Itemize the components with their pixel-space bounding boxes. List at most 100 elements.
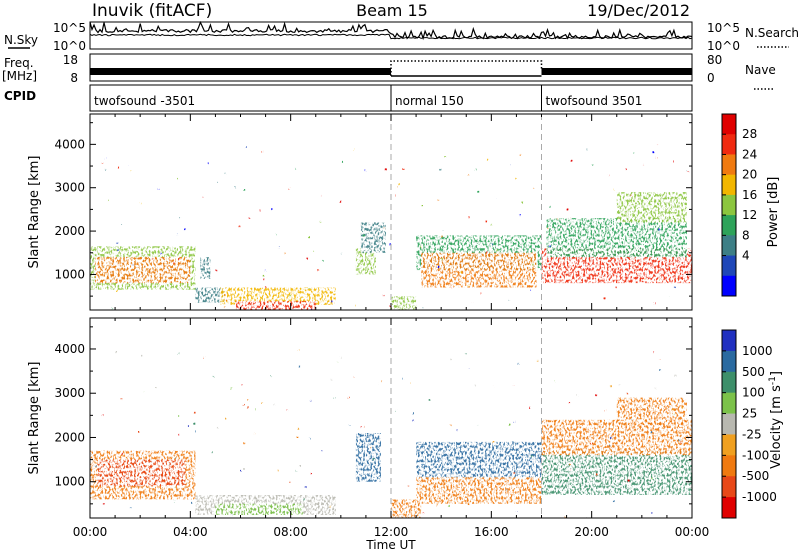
scatter-point <box>309 399 312 402</box>
heatmap-cell <box>200 257 211 279</box>
scatter-point <box>224 172 227 175</box>
y-tick-label: 4000 <box>54 137 85 151</box>
colorbar-tick-label: 8 <box>742 228 750 242</box>
cpid-segment-label: twofsound -3501 <box>94 94 195 108</box>
scatter-point <box>474 168 477 171</box>
scatter-point <box>331 300 334 303</box>
scatter-point <box>602 440 605 443</box>
scatter-point <box>177 352 180 355</box>
nsearch-tick-bottom: 10^0 <box>707 39 740 53</box>
cpid-segment-label: twofsound 3501 <box>546 94 643 108</box>
cpid-label: CPID <box>4 89 36 103</box>
freq-label-line2: [MHz] <box>2 69 37 83</box>
scatter-point <box>244 146 247 149</box>
scatter-point <box>419 162 422 165</box>
scatter-point <box>442 230 445 233</box>
scatter-point <box>450 286 453 289</box>
scatter-point <box>609 385 612 388</box>
scatter-point <box>150 461 153 464</box>
scatter-point <box>242 468 245 471</box>
heatmap-cell <box>616 397 687 429</box>
freq-tick-top: 18 <box>63 53 78 67</box>
scatter-point <box>581 258 584 261</box>
scatter-point <box>510 164 512 167</box>
scatter-point <box>296 436 299 438</box>
scatter-point <box>230 387 233 390</box>
y-tick-label: 4000 <box>54 342 85 356</box>
scatter-point <box>306 257 309 260</box>
scatter-point <box>271 208 274 211</box>
colorbar-swatch <box>722 434 736 456</box>
scatter-point <box>102 503 105 506</box>
colorbar-tick-label: 28 <box>742 127 757 141</box>
scatter-point <box>559 271 562 274</box>
scatter-point <box>381 380 383 383</box>
scatter-point <box>319 220 322 223</box>
scatter-point <box>556 217 559 220</box>
velocity-data-layer <box>90 349 692 518</box>
scatter-point <box>283 252 286 255</box>
scatter-point <box>626 427 629 430</box>
scatter-point <box>187 425 190 427</box>
scatter-point <box>121 452 124 455</box>
scatter-point <box>656 144 659 147</box>
scatter-point <box>444 156 447 158</box>
scatter-point <box>288 187 291 190</box>
colorbar-tick-label: 20 <box>742 168 757 182</box>
scatter-point <box>505 489 508 492</box>
scatter-point <box>173 500 176 503</box>
scatter-point <box>554 380 557 383</box>
scatter-point <box>167 463 170 466</box>
colorbar-swatch <box>722 255 736 277</box>
scatter-point <box>129 281 132 284</box>
scatter-point <box>333 397 336 399</box>
scatter-point <box>431 359 434 362</box>
nave-tick-top: 80 <box>707 53 722 67</box>
scatter-point <box>474 384 477 387</box>
scatter-point <box>215 269 218 272</box>
scatter-point <box>176 233 179 236</box>
scatter-point <box>518 214 521 217</box>
colorbar-swatch <box>722 134 736 155</box>
scatter-point <box>240 469 242 472</box>
scatter-point <box>411 412 414 415</box>
scatter-point <box>116 242 119 244</box>
scatter-point <box>467 284 470 287</box>
scatter-point <box>644 278 647 281</box>
scatter-point <box>193 422 196 425</box>
scatter-point <box>531 252 534 255</box>
scatter-point <box>362 425 365 428</box>
scatter-point <box>515 177 517 180</box>
x-tick-label: 00:00 <box>675 525 710 539</box>
scatter-point <box>107 199 109 202</box>
nsky-tick-bottom: 10^0 <box>53 39 86 53</box>
cpid-panel: CPID twofsound -3501 normal 150 twofsound … <box>4 84 693 112</box>
scatter-point <box>464 353 467 356</box>
scatter-point <box>548 256 551 259</box>
scatter-point <box>243 189 246 191</box>
scatter-point <box>687 171 690 174</box>
scatter-point <box>476 423 479 426</box>
scatter-point <box>128 165 131 168</box>
scatter-point <box>467 173 470 176</box>
nave-trace <box>390 60 543 76</box>
scatter-point <box>313 249 316 252</box>
scatter-point <box>246 406 249 409</box>
scatter-point <box>579 449 581 452</box>
x-tick-label: 04:00 <box>173 525 208 539</box>
scatter-point <box>143 391 146 393</box>
scatter-point <box>504 453 507 456</box>
scatter-point <box>289 295 292 298</box>
scatter-point <box>590 442 593 445</box>
scatter-point <box>495 249 498 252</box>
heatmap-cell <box>355 433 381 482</box>
scatter-point <box>468 216 470 219</box>
scatter-point <box>468 368 470 370</box>
scatter-point <box>492 385 495 388</box>
scatter-point <box>595 394 598 397</box>
scatter-point <box>654 387 657 390</box>
nsky-tick-top: 10^5 <box>53 21 86 35</box>
colorbar-swatch <box>722 330 736 352</box>
scatter-point <box>372 458 375 461</box>
scatter-point <box>310 472 313 475</box>
